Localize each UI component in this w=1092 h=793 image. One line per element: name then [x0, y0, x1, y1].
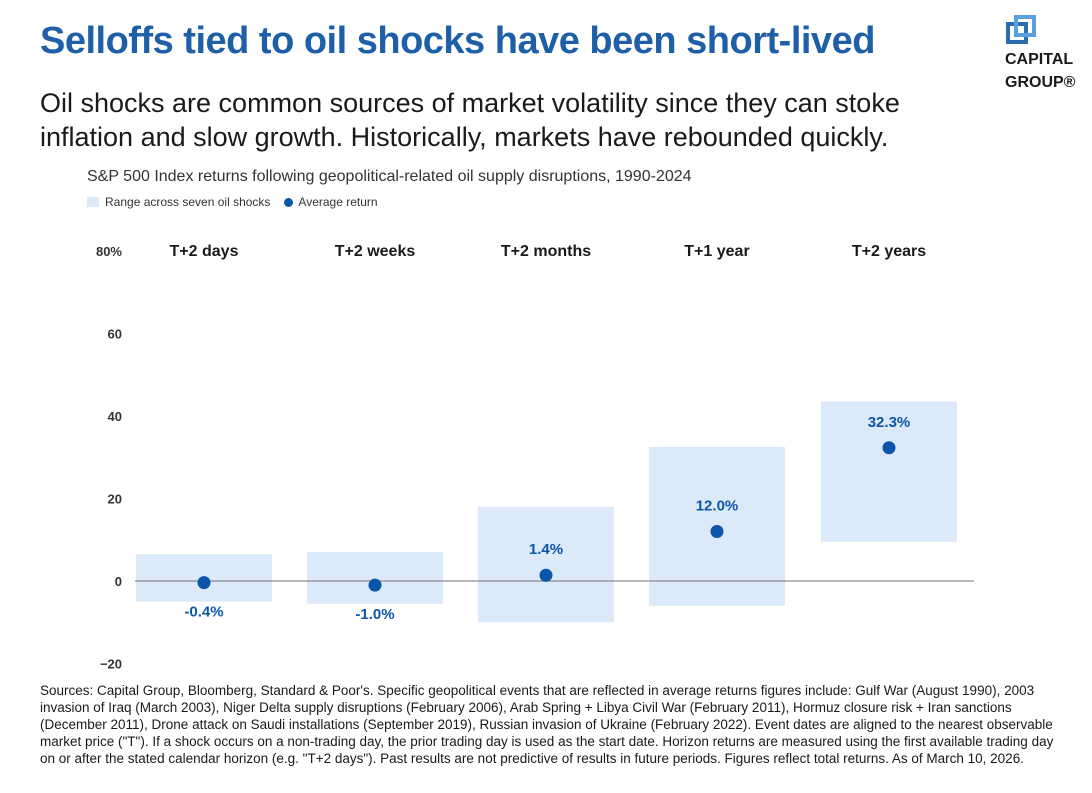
- data-label: 12.0%: [696, 498, 739, 515]
- average-return-dot: [368, 578, 382, 592]
- data-label: 32.3%: [868, 414, 911, 431]
- data-label: -1.0%: [355, 606, 394, 623]
- y-tick-label: 80%: [96, 244, 122, 259]
- legend-range-label: Range across seven oil shocks: [105, 195, 271, 209]
- category-label: T+2 years: [852, 243, 926, 260]
- y-tick-label: −20: [100, 657, 122, 672]
- legend-dot-marker: [284, 197, 294, 207]
- capital-group-logo: CAPITAL GROUP®: [1005, 14, 1090, 92]
- range-bar: [307, 552, 443, 604]
- page-subtitle: Oil shocks are common sources of market …: [40, 88, 900, 152]
- y-tick-label: 0: [115, 574, 122, 589]
- page-title: Selloffs tied to oil shocks have been sh…: [40, 20, 875, 62]
- legend-average-label: Average return: [298, 195, 378, 209]
- logo-mark-icon: [1006, 15, 1036, 44]
- average-return-dot: [882, 441, 896, 455]
- oil-shock-returns-chart: −20 0 20 40 60 80% T+2 days T+2 weeks T+2 months…: [96, 243, 974, 672]
- range-bar: [478, 506, 614, 623]
- sources-footnote: Sources: Capital Group, Bloomberg, Stand…: [40, 683, 1054, 766]
- logo-text-line2: GROUP®: [1005, 74, 1076, 91]
- logo-text-line1: CAPITAL: [1005, 51, 1074, 68]
- category-label: T+2 weeks: [335, 243, 416, 260]
- data-label: 1.4%: [529, 541, 563, 558]
- y-tick-label: 20: [108, 492, 122, 507]
- data-label: -0.4%: [184, 604, 223, 621]
- y-tick-label: 40: [108, 409, 122, 424]
- chart-title: S&P 500 Index returns following geopolit…: [87, 168, 692, 185]
- legend-range-swatch: [87, 197, 99, 207]
- category-label: T+2 days: [170, 243, 239, 260]
- average-return-dot: [539, 568, 553, 582]
- range-bar: [821, 401, 957, 542]
- average-return-dot: [197, 576, 211, 590]
- category-label: T+2 months: [501, 243, 591, 260]
- y-tick-label: 60: [108, 327, 122, 342]
- average-return-dot: [710, 525, 724, 538]
- chart-legend: Range across seven oil shocks Average re…: [87, 195, 378, 209]
- category-label: T+1 year: [684, 243, 749, 260]
